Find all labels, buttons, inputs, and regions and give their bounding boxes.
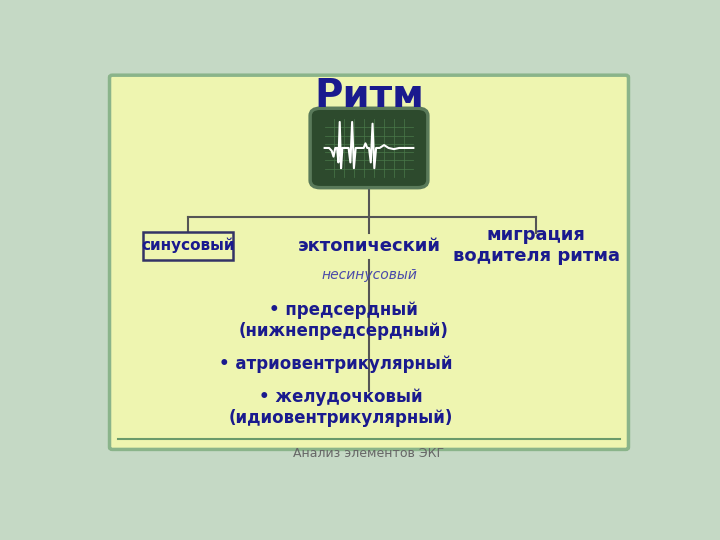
Text: • желудочковый
(идиовентрикулярный): • желудочковый (идиовентрикулярный) — [229, 388, 454, 427]
Text: Анализ элементов ЭКГ: Анализ элементов ЭКГ — [294, 447, 444, 460]
Text: синусовый: синусовый — [141, 238, 235, 253]
Text: • предсердный
(нижнепредсердный): • предсердный (нижнепредсердный) — [239, 301, 449, 340]
Text: несинусовый: несинусовый — [321, 268, 417, 282]
Text: миграция
водителя ритма: миграция водителя ритма — [453, 226, 620, 265]
Text: • атриовентрикулярный: • атриовентрикулярный — [219, 355, 452, 373]
FancyBboxPatch shape — [143, 232, 233, 260]
FancyBboxPatch shape — [310, 108, 428, 188]
Text: эктопический: эктопический — [297, 237, 441, 255]
Text: Ритм: Ритм — [314, 77, 424, 115]
FancyBboxPatch shape — [109, 75, 629, 449]
